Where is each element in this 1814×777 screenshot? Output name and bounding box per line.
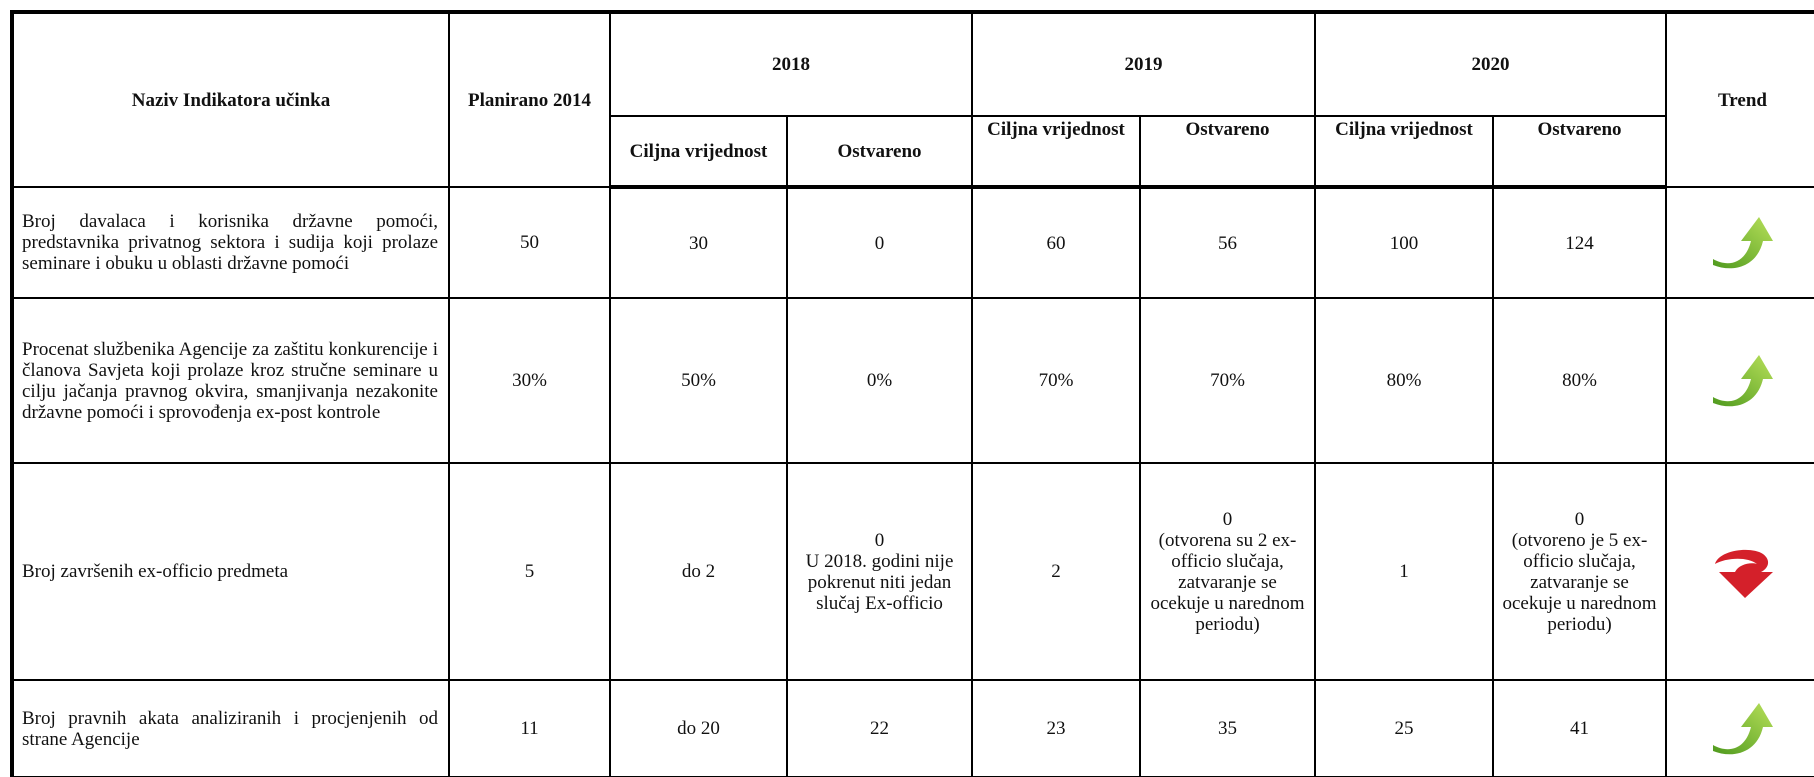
value-cell: do 20: [609, 679, 788, 777]
value-cell: 50%: [609, 297, 788, 464]
indicator-name: Broj pravnih akata analiziranih i procje…: [11, 679, 450, 777]
table-row: Procenat službenika Agencije za zaštitu …: [11, 297, 1814, 464]
trend-cell: [1665, 297, 1814, 464]
value-cell: 23: [971, 679, 1141, 777]
indicator-name: Broj davalaca i korisnika državne pomoći…: [11, 186, 450, 299]
value-cell: 50: [448, 186, 611, 299]
value-cell: 100: [1314, 186, 1494, 299]
indicator-table: Naziv Indikatora učinka Planirano 2014 2…: [10, 10, 1814, 777]
value-cell: 5: [448, 462, 611, 681]
value-cell: 70%: [1139, 297, 1316, 464]
value-cell: 56: [1139, 186, 1316, 299]
value-cell: 0 U 2018. godini nije pokrenut niti jeda…: [786, 462, 973, 681]
trend-up-icon: [1712, 216, 1773, 268]
header-target: Ciljna vrijednost: [971, 115, 1141, 189]
value-cell: 0 (otvorena su 2 ex-officio slučaja, zat…: [1139, 462, 1316, 681]
trend-cell: [1665, 679, 1814, 777]
trend-down-icon: [1714, 549, 1773, 598]
value-cell: 70%: [971, 297, 1141, 464]
header-achieved: Ostvareno: [786, 115, 973, 189]
trend-cell: [1665, 186, 1814, 299]
header-trend: Trend: [1665, 11, 1814, 188]
table-row: Broj davalaca i korisnika državne pomoći…: [11, 186, 1814, 299]
value-cell: 41: [1492, 679, 1667, 777]
value-cell: 35: [1139, 679, 1316, 777]
header-planned: Planirano 2014: [448, 11, 611, 188]
header-year: 2020: [1314, 11, 1667, 117]
value-cell: 124: [1492, 186, 1667, 299]
table-body: Broj davalaca i korisnika državne pomoći…: [11, 186, 1814, 777]
value-cell: 30: [609, 186, 788, 299]
value-cell: 80%: [1492, 297, 1667, 464]
value-cell: 2: [971, 462, 1141, 681]
value-cell: 60: [971, 186, 1141, 299]
trend-cell: [1665, 462, 1814, 681]
value-cell: 22: [786, 679, 973, 777]
header-year: 2019: [971, 11, 1316, 117]
page: Naziv Indikatora učinka Planirano 2014 2…: [10, 10, 1814, 777]
header-achieved: Ostvareno: [1492, 115, 1667, 189]
header-indicator: Naziv Indikatora učinka: [11, 11, 450, 188]
value-cell: 0 (otvoreno je 5 ex-officio slučaja, zat…: [1492, 462, 1667, 681]
value-cell: do 2: [609, 462, 788, 681]
value-cell: 0%: [786, 297, 973, 464]
table-row: Broj pravnih akata analiziranih i procje…: [11, 679, 1814, 777]
value-cell: 25: [1314, 679, 1494, 777]
header-target: Ciljna vrijednost: [609, 115, 788, 189]
value-cell: 11: [448, 679, 611, 777]
value-cell: 1: [1314, 462, 1494, 681]
indicator-name: Broj završenih ex-officio predmeta: [11, 462, 450, 681]
trend-up-icon: [1712, 702, 1773, 754]
value-cell: 0: [786, 186, 973, 299]
value-cell: 30%: [448, 297, 611, 464]
indicator-name: Procenat službenika Agencije za zaštitu …: [11, 297, 450, 464]
header-achieved: Ostvareno: [1139, 115, 1316, 189]
value-cell: 80%: [1314, 297, 1494, 464]
header-year: 2018: [609, 11, 973, 117]
header-target: Ciljna vrijednost: [1314, 115, 1494, 189]
trend-up-icon: [1712, 354, 1773, 406]
